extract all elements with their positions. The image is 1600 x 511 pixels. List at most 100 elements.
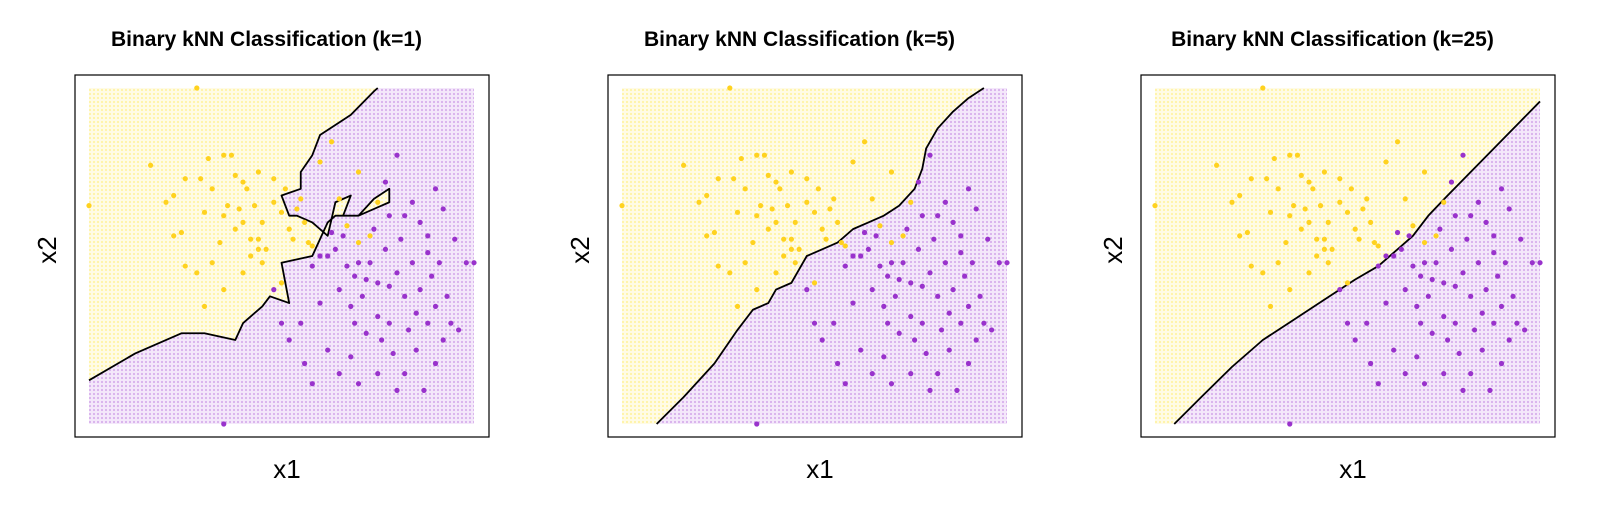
- point-class1: [309, 263, 315, 269]
- point-class1: [1391, 253, 1397, 259]
- point-class1: [1433, 260, 1439, 266]
- point-class1: [352, 320, 358, 326]
- point-class0: [1260, 270, 1266, 276]
- point-class0: [761, 152, 768, 158]
- point-class0: [1306, 179, 1312, 185]
- point-class0: [727, 270, 733, 276]
- point-class0: [1421, 169, 1428, 175]
- point-class1: [394, 152, 400, 158]
- point-class0: [888, 169, 895, 175]
- point-class1: [881, 303, 887, 309]
- point-class0: [248, 236, 254, 242]
- point-class1: [221, 421, 227, 427]
- point-class0: [734, 303, 741, 309]
- point-class1: [463, 260, 469, 266]
- point-class0: [823, 236, 829, 242]
- point-class1: [336, 287, 342, 293]
- point-class1: [352, 273, 358, 279]
- point-class1: [1491, 250, 1497, 256]
- point-class0: [1214, 162, 1220, 168]
- point-class0: [758, 203, 764, 209]
- point-class1: [989, 327, 995, 333]
- point-class0: [835, 219, 841, 225]
- point-class1: [1475, 199, 1481, 205]
- point-class1: [1460, 152, 1466, 158]
- point-class1: [1498, 186, 1505, 192]
- point-class1: [436, 260, 442, 266]
- knn-plot: [1140, 74, 1556, 438]
- point-class1: [432, 360, 439, 367]
- point-class1: [958, 250, 964, 256]
- point-class1: [402, 293, 408, 299]
- point-class1: [1337, 287, 1343, 293]
- point-class0: [888, 239, 895, 246]
- point-class0: [1321, 246, 1327, 252]
- point-class0: [1237, 233, 1243, 239]
- y-axis-label: x2: [32, 236, 62, 264]
- point-class0: [255, 236, 261, 242]
- point-class0: [367, 233, 373, 239]
- point-class1: [429, 273, 435, 279]
- point-class1: [919, 283, 925, 289]
- point-class1: [336, 371, 342, 377]
- point-class1: [382, 246, 389, 252]
- point-class0: [819, 226, 825, 232]
- point-class0: [248, 253, 254, 259]
- point-class0: [209, 260, 215, 266]
- point-class0: [811, 280, 818, 286]
- point-class0: [742, 186, 748, 192]
- point-class0: [163, 199, 169, 205]
- point-class0: [317, 159, 323, 165]
- point-class1: [865, 246, 871, 252]
- point-class1: [842, 263, 848, 269]
- point-class1: [1468, 371, 1474, 377]
- point-class1: [1429, 276, 1435, 283]
- point-class1: [892, 293, 898, 299]
- point-class0: [1321, 236, 1327, 242]
- point-class1: [950, 287, 956, 293]
- point-class0: [225, 203, 231, 209]
- point-class1: [858, 347, 864, 353]
- point-class0: [263, 246, 269, 252]
- point-class0: [1306, 270, 1312, 276]
- point-class0: [278, 280, 285, 286]
- point-class1: [935, 371, 941, 377]
- point-class1: [386, 283, 392, 289]
- point-class0: [282, 186, 288, 192]
- point-class1: [996, 260, 1002, 266]
- point-class1: [1537, 260, 1543, 266]
- point-class1: [1441, 280, 1447, 286]
- decision-boundary: [88, 87, 391, 382]
- point-class1: [1479, 310, 1485, 316]
- point-class1: [425, 250, 431, 256]
- point-class1: [1406, 233, 1412, 239]
- point-class0: [1229, 199, 1235, 205]
- point-class1: [919, 213, 925, 219]
- point-class1: [1460, 270, 1466, 276]
- x-axis-label: x1: [273, 454, 301, 484]
- point-class1: [417, 219, 423, 225]
- point-class1: [1464, 236, 1470, 242]
- point-class0: [194, 270, 200, 276]
- point-class0: [861, 139, 868, 145]
- point-class1: [405, 327, 412, 333]
- point-class1: [965, 186, 972, 192]
- point-class1: [1448, 179, 1455, 185]
- chart-title: Binary kNN Classification (k=1): [110, 28, 423, 51]
- point-class0: [750, 239, 756, 246]
- point-class0: [271, 199, 277, 205]
- point-class1: [908, 313, 914, 320]
- point-class1: [754, 421, 760, 427]
- point-class0: [1337, 176, 1343, 182]
- point-class0: [765, 172, 771, 178]
- point-class1: [977, 293, 983, 299]
- point-class0: [811, 209, 818, 215]
- point-class1: [869, 287, 875, 293]
- point-class0: [148, 162, 154, 168]
- point-class1: [440, 337, 446, 343]
- point-class0: [754, 152, 760, 158]
- point-class0: [777, 186, 783, 192]
- point-class1: [861, 229, 868, 236]
- point-class1: [811, 320, 818, 326]
- point-class0: [681, 162, 687, 168]
